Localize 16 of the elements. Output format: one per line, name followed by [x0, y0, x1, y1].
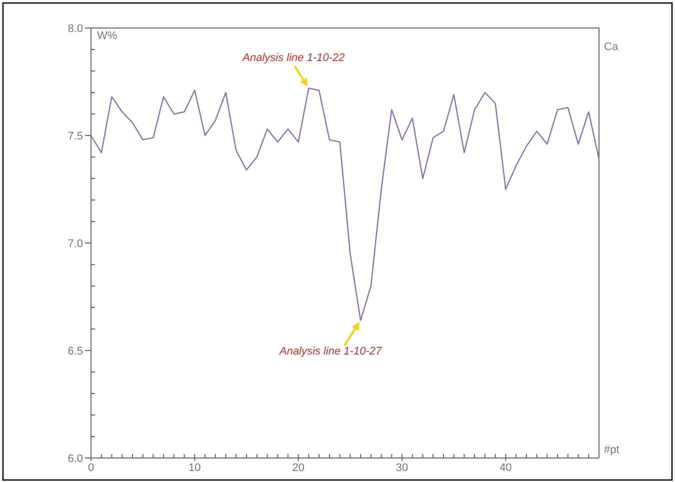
x-tick-label: 20 — [292, 462, 304, 474]
annotation: Analysis line 1-10-27 — [278, 345, 382, 358]
y-tick-label: 7.5 — [68, 130, 83, 142]
x-tick-label: 30 — [396, 462, 408, 474]
annotation: Analysis line 1-10-22 — [242, 52, 345, 64]
line-series — [90, 88, 600, 321]
y-tick-label: 8.0 — [68, 22, 83, 35]
y-tick-label: 6.0 — [68, 452, 83, 465]
text: Ca — [604, 41, 619, 53]
y-tick-label: 6.5 — [68, 345, 83, 358]
x-tick-label: 0 — [88, 462, 94, 474]
x-axis-title: #pt — [604, 444, 620, 456]
y-axis-title: W% — [97, 30, 118, 42]
x-tick-label: 10 — [188, 462, 201, 474]
y-tick-label: 7.0 — [68, 238, 83, 250]
x-tick-label: 40 — [500, 462, 512, 474]
